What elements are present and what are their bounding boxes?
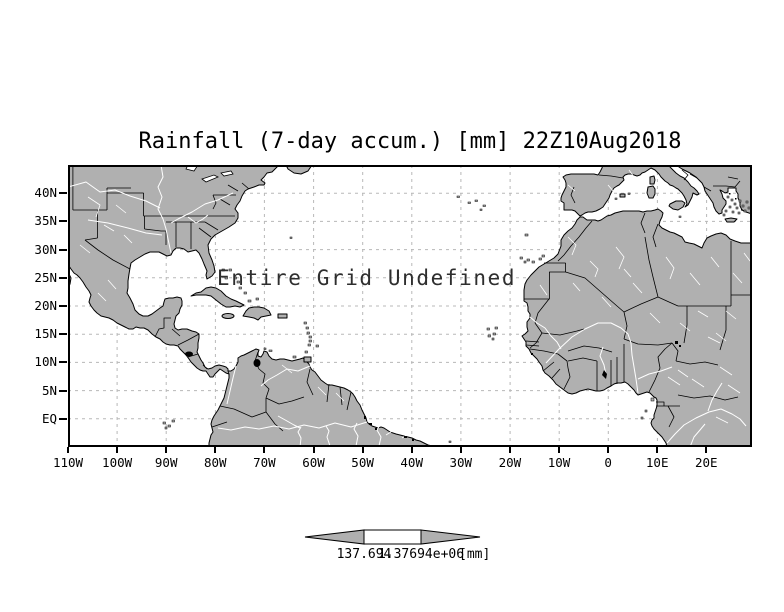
- balkans-greece-turkey: [675, 164, 753, 215]
- y-tick-mark: [59, 305, 67, 307]
- colorbar-left-arrow: [304, 529, 365, 545]
- political-borders: [72, 165, 752, 432]
- x-tick-label: 0: [604, 455, 612, 470]
- x-tick-label: 30W: [449, 455, 473, 470]
- x-tick-label: 50W: [351, 455, 374, 470]
- x-tick-mark: [214, 447, 217, 453]
- landmasses: [67, 164, 753, 448]
- y-tick-label: 25N: [34, 270, 57, 285]
- x-tick-label: 110W: [52, 455, 84, 470]
- jamaica: [221, 313, 235, 319]
- y-tick-mark: [59, 361, 67, 363]
- x-tick-mark: [361, 447, 364, 453]
- y-tick-mark: [59, 192, 67, 194]
- plot-title: Rainfall (7-day accum.) [mm] 22Z10Aug201…: [138, 129, 682, 154]
- x-tick-label: 80W: [204, 455, 227, 470]
- y-tick-mark: [59, 390, 67, 392]
- small-islands: [162, 192, 751, 443]
- sicily: [668, 200, 686, 211]
- lakes: [185, 193, 743, 441]
- x-tick-mark: [508, 447, 511, 453]
- cuba: [190, 286, 245, 308]
- y-tick-mark: [59, 220, 67, 222]
- y-tick-label: 10N: [34, 354, 57, 369]
- colorbar-box: [363, 529, 422, 545]
- colorbar-unit-label: [mm]: [459, 547, 491, 562]
- hispaniola: [242, 306, 272, 321]
- x-tick-label: 20E: [695, 455, 718, 470]
- x-tick-label: 100W: [102, 455, 133, 470]
- map-plot: [67, 164, 753, 448]
- crete: [724, 217, 738, 223]
- x-tick-mark: [263, 447, 266, 453]
- colorbar: [304, 529, 481, 545]
- y-tick-label: 40N: [34, 185, 57, 200]
- mallorca: [619, 193, 626, 198]
- x-tick-mark: [607, 447, 610, 453]
- sardinia: [646, 185, 656, 199]
- colorbar-min-label: 137.694: [336, 547, 392, 562]
- colorbar-right-arrow: [420, 529, 481, 545]
- x-tick-label: 10W: [547, 455, 571, 470]
- colorbar-max-label: 1.37694e+06: [377, 547, 465, 562]
- y-tick-label: 5N: [41, 383, 57, 398]
- iberia-france-italy: [560, 164, 700, 217]
- x-tick-label: 90W: [154, 455, 178, 470]
- x-tick-mark: [67, 447, 69, 453]
- x-tick-mark: [656, 447, 659, 453]
- y-tick-mark: [59, 333, 67, 335]
- map-svg: [67, 164, 753, 448]
- undefined-message: Entire Grid Undefined: [217, 266, 517, 290]
- y-tick-label: 20N: [34, 298, 57, 313]
- x-tick-label: 10E: [645, 455, 669, 470]
- x-tick-mark: [312, 447, 315, 453]
- y-tick-mark: [59, 418, 67, 420]
- x-tick-mark: [459, 447, 462, 453]
- x-tick-label: 20W: [498, 455, 522, 470]
- x-tick-label: 60W: [302, 455, 325, 470]
- corsica: [649, 175, 656, 185]
- x-tick-mark: [705, 447, 708, 453]
- americas-landmass: [67, 164, 436, 448]
- x-tick-mark: [410, 447, 413, 453]
- y-tick-mark: [59, 249, 67, 251]
- rivers: [67, 164, 747, 448]
- x-tick-mark: [116, 447, 119, 453]
- x-tick-mark: [165, 447, 168, 453]
- x-tick-label: 70W: [253, 455, 276, 470]
- x-tick-label: 40W: [400, 455, 423, 470]
- x-tick-mark: [558, 447, 560, 453]
- africa-landmass: [521, 208, 753, 448]
- puerto-rico: [277, 313, 288, 319]
- y-tick-label: 35N: [34, 213, 57, 228]
- plot-frame: [68, 165, 752, 447]
- y-tick-label: 30N: [34, 242, 57, 257]
- trinidad: [303, 356, 312, 363]
- y-tick-mark: [59, 277, 67, 279]
- wadis: [79, 169, 751, 439]
- y-tick-label: 15N: [34, 326, 57, 341]
- y-tick-label: EQ: [41, 411, 57, 426]
